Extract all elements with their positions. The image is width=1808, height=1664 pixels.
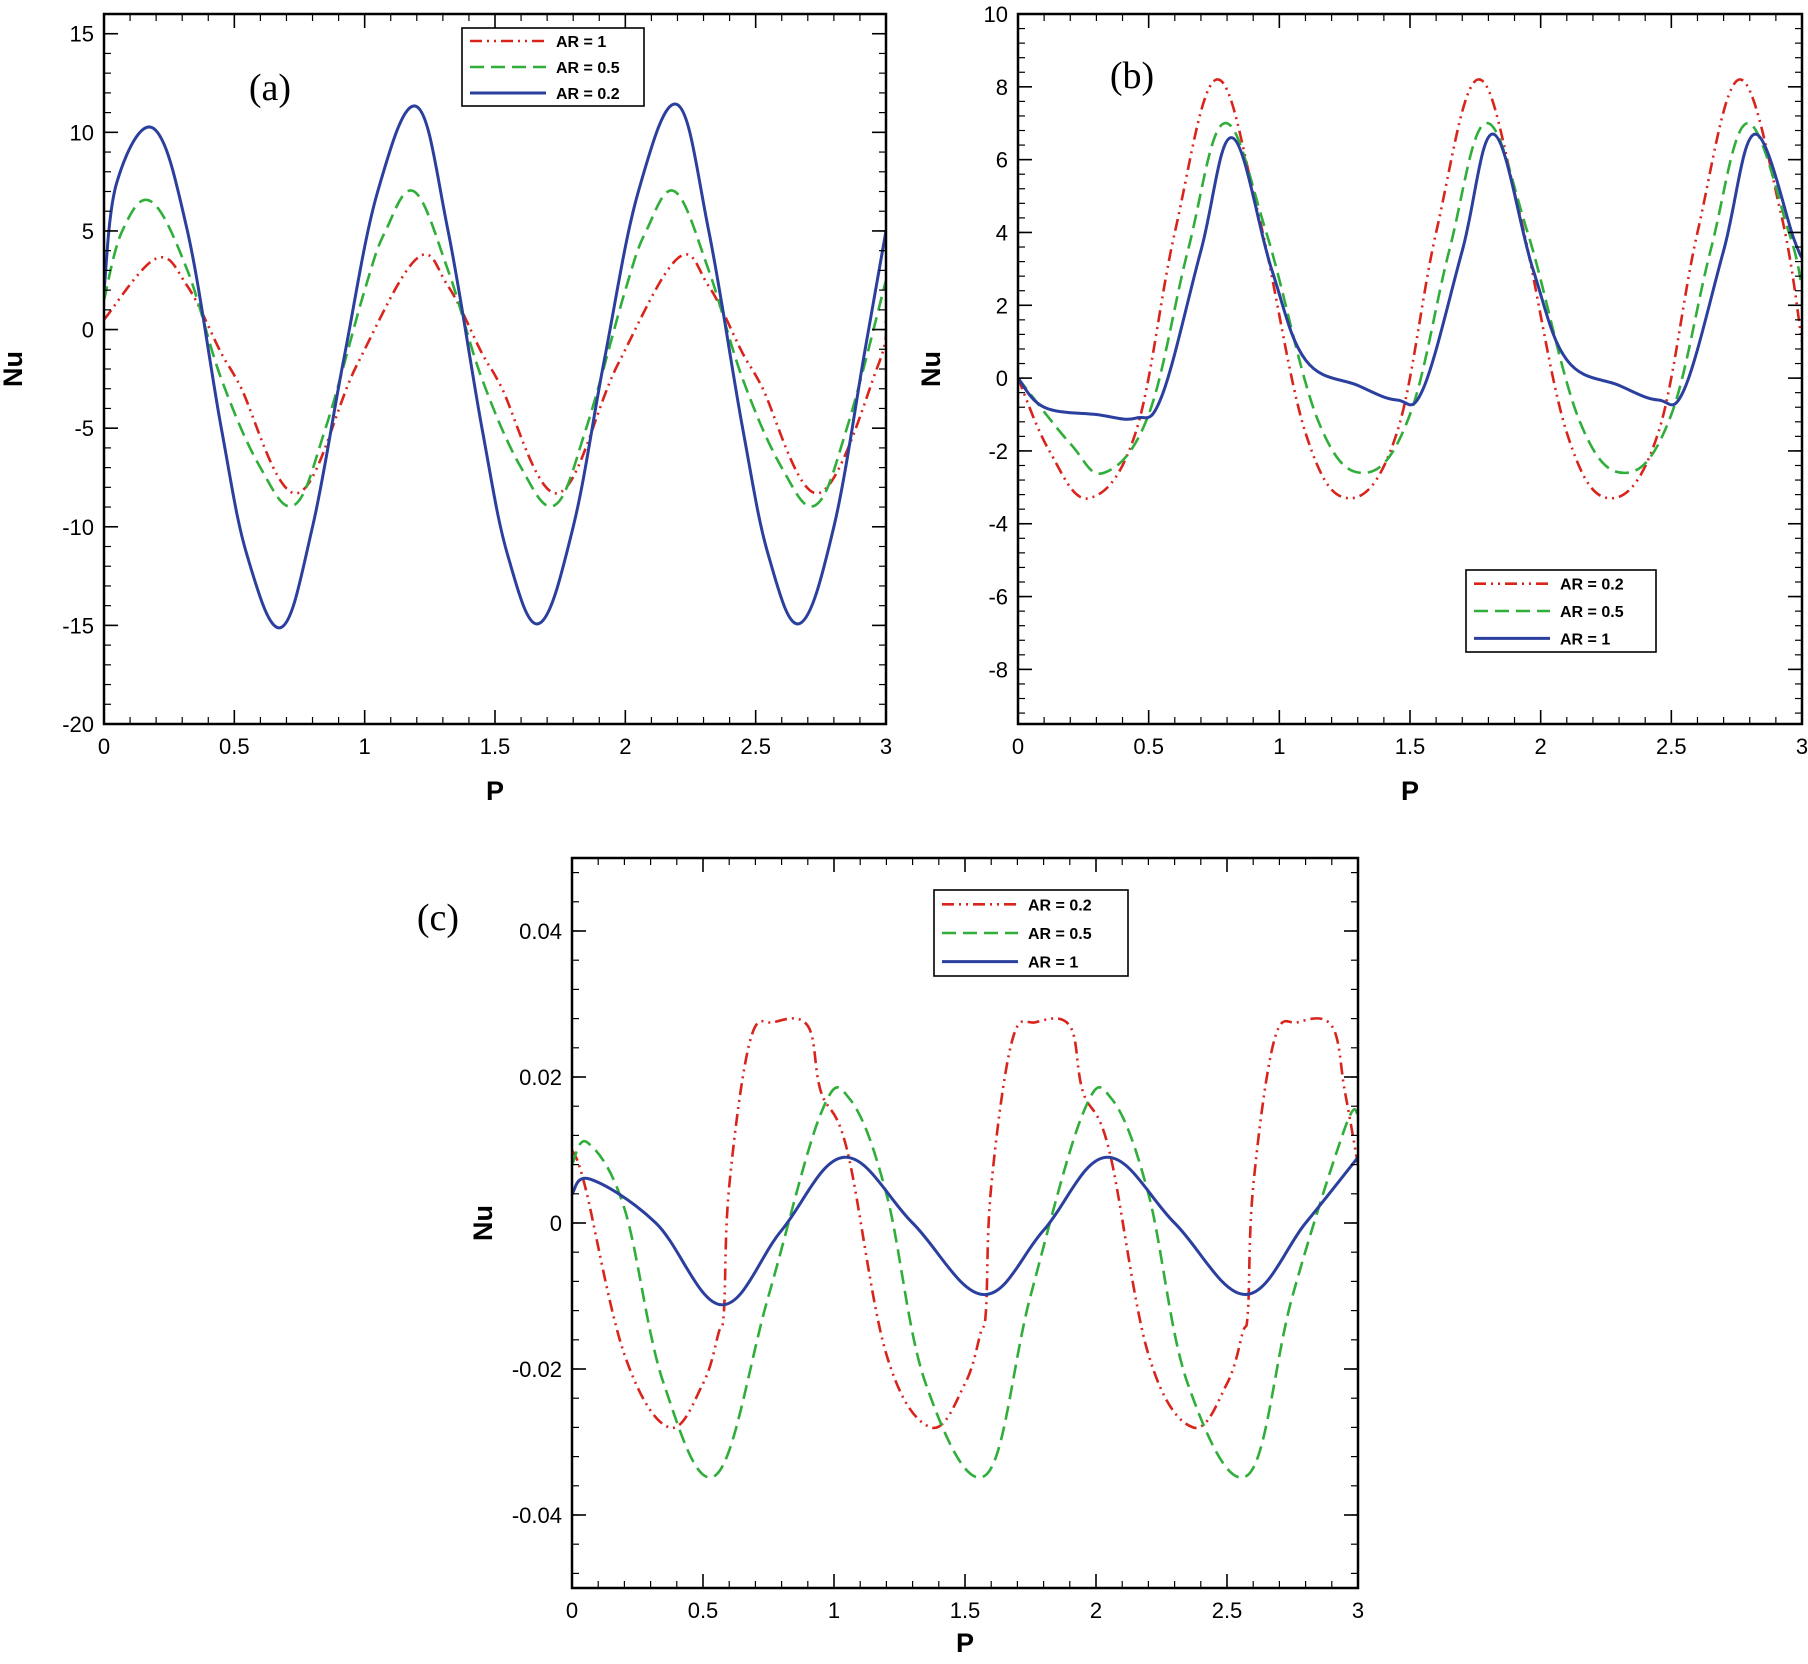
legend: AR = 0.2 AR = 0.5 AR = 1 [1465, 569, 1657, 653]
x-tick-label: 0 [98, 734, 110, 759]
y-tick-label: 0.04 [519, 919, 562, 944]
y-tick-label: 0 [550, 1211, 562, 1236]
series-line-ar-0-5 [104, 189, 886, 508]
series-line-ar-1 [572, 1155, 1358, 1307]
x-tick-label: 3 [1352, 1598, 1364, 1623]
y-axis-label: Nu [0, 351, 28, 387]
series-line-ar-0-2 [572, 1017, 1358, 1430]
y-tick-label: 0.02 [519, 1065, 562, 1090]
series-line-ar-1 [104, 253, 886, 495]
legend-entry-label: AR = 0.2 [1028, 897, 1092, 914]
y-axis-label: Nu [916, 351, 946, 387]
y-tick-label: 10 [70, 120, 94, 145]
x-axis-label: P [486, 776, 504, 806]
y-tick-label: 0 [82, 318, 94, 343]
x-tick-label: 0 [566, 1598, 578, 1623]
y-tick-label: -5 [74, 416, 94, 441]
x-tick-label: 0.5 [688, 1598, 719, 1623]
y-tick-label: -2 [988, 439, 1008, 464]
legend-entry-label: AR = 1 [1560, 631, 1610, 648]
x-tick-label: 0.5 [219, 734, 250, 759]
legend-entry-label: AR = 1 [1028, 955, 1078, 972]
y-tick-label: 4 [996, 220, 1008, 245]
y-tick-label: 5 [82, 219, 94, 244]
legend: AR = 0.2 AR = 0.5 AR = 1 [933, 889, 1129, 977]
legend-entry-label: AR = 0.2 [1560, 577, 1624, 594]
chart-panel-a: 0 0.5 1 1.5 2 2.5 3 -20 -15 -10 -5 0 5 10 15 P Nu (a) AR =… [0, 12, 892, 806]
series-group [1018, 78, 1802, 500]
x-tick-label: 1 [828, 1598, 840, 1623]
panel-tag: (c) [417, 897, 459, 939]
legend-entry-label: AR = 1 [556, 34, 606, 51]
series-line-ar-0-2 [1018, 78, 1802, 500]
x-tick-label: 1 [1273, 734, 1285, 759]
y-tick-label: 2 [996, 293, 1008, 318]
y-tick-label: -8 [988, 657, 1008, 682]
y-tick-label: 8 [996, 75, 1008, 100]
y-tick-label: -20 [62, 712, 94, 737]
panel-tag: (b) [1110, 55, 1154, 97]
series-line-ar-0-5 [572, 1086, 1358, 1479]
series-line-ar-0-2 [104, 102, 886, 630]
x-tick-label: 3 [880, 734, 892, 759]
legend-entry-label: AR = 0.5 [556, 60, 620, 77]
x-tick-label: 0 [1012, 734, 1024, 759]
series-line-ar-0-5 [1018, 121, 1802, 475]
y-tick-label: -0.04 [512, 1503, 562, 1528]
x-tick-label: 2.5 [740, 734, 771, 759]
x-tick-label: 2 [619, 734, 631, 759]
legend-entry-label: AR = 0.2 [556, 86, 620, 103]
x-tick-label: 3 [1796, 734, 1808, 759]
y-tick-label: 6 [996, 148, 1008, 173]
x-tick-label: 1.5 [480, 734, 511, 759]
legend-entry-label: AR = 0.5 [1560, 604, 1624, 621]
y-tick-label: 10 [984, 2, 1008, 27]
plot-frame [102, 12, 888, 726]
series-group [104, 102, 886, 630]
x-tick-label: 2.5 [1212, 1598, 1243, 1623]
y-tick-label: -0.02 [512, 1357, 562, 1382]
y-tick-label: 0 [996, 366, 1008, 391]
legend-entry-label: AR = 0.5 [1028, 926, 1092, 943]
y-tick-label: -10 [62, 515, 94, 540]
y-axis-label: Nu [468, 1205, 498, 1241]
y-tick-label: 15 [70, 22, 94, 47]
x-tick-label: 1.5 [950, 1598, 981, 1623]
y-tick-label: -15 [62, 613, 94, 638]
x-tick-label: 1.5 [1395, 734, 1426, 759]
x-tick-label: 2.5 [1656, 734, 1687, 759]
series-line-ar-1 [1018, 132, 1802, 421]
x-tick-label: 1 [359, 734, 371, 759]
y-tick-label: -6 [988, 585, 1008, 610]
panel-tag: (a) [249, 67, 291, 109]
series-group [572, 1017, 1358, 1479]
y-tick-label: -4 [988, 512, 1008, 537]
x-axis-label: P [1401, 776, 1419, 806]
chart-panel-b: 0 0.5 1 1.5 2 2.5 3 -8 -6 -4 -2 0 2 4 6 8 10 P Nu (b) AR = 0… [916, 2, 1808, 806]
x-tick-label: 2 [1535, 734, 1547, 759]
x-axis-label: P [956, 1628, 974, 1658]
legend: AR = 1 AR = 0.5 AR = 0.2 [461, 27, 645, 107]
x-tick-label: 0.5 [1133, 734, 1164, 759]
x-tick-label: 2 [1090, 1598, 1102, 1623]
chart-panel-c: 0 0.5 1 1.5 2 2.5 3 -0.04 -0.02 0 0.02 0.04 P Nu (c) AR… [417, 856, 1364, 1658]
